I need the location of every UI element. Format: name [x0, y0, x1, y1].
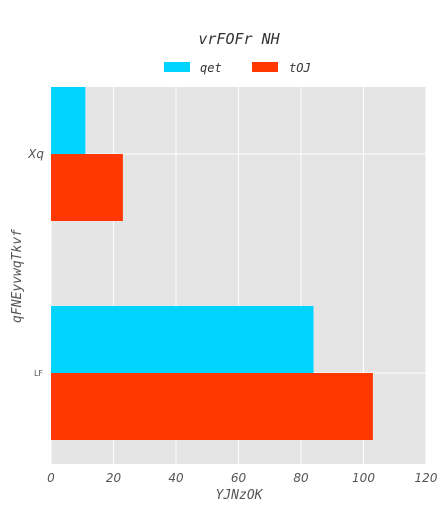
x-tick-label: 0 — [47, 471, 55, 485]
legend-label-tOJ: tOJ — [289, 61, 311, 75]
x-ticks: 0 20 40 60 80 100 120 — [47, 471, 438, 485]
x-tick-label: 120 — [415, 471, 438, 485]
legend-swatch-tOJ — [252, 62, 278, 72]
bar-qet-LF — [51, 306, 314, 373]
legend-swatch-qet — [164, 62, 190, 72]
legend-label-qet: qet — [200, 61, 222, 75]
y-tick-label-Xq: Xq — [27, 147, 44, 161]
x-tick-label: 60 — [231, 471, 247, 485]
y-tick-label-LF: LF — [34, 369, 43, 378]
legend: qet tOJ — [164, 61, 311, 75]
y-axis-label: qFNEyvwqTkvf — [10, 229, 25, 323]
bars — [51, 87, 373, 440]
x-tick-label: 20 — [106, 471, 122, 485]
y-ticks: Xq LF — [27, 147, 44, 378]
x-tick-label: 80 — [293, 471, 309, 485]
chart-title: vrFOFr NH — [198, 30, 280, 48]
bar-tOJ-LF — [51, 373, 373, 440]
x-tick-label: 40 — [168, 471, 184, 485]
bar-tOJ-Xq — [51, 154, 123, 221]
x-axis-label: YJNzOK — [216, 488, 264, 503]
bar-qet-Xq — [51, 87, 86, 154]
x-tick-label: 100 — [352, 471, 375, 485]
